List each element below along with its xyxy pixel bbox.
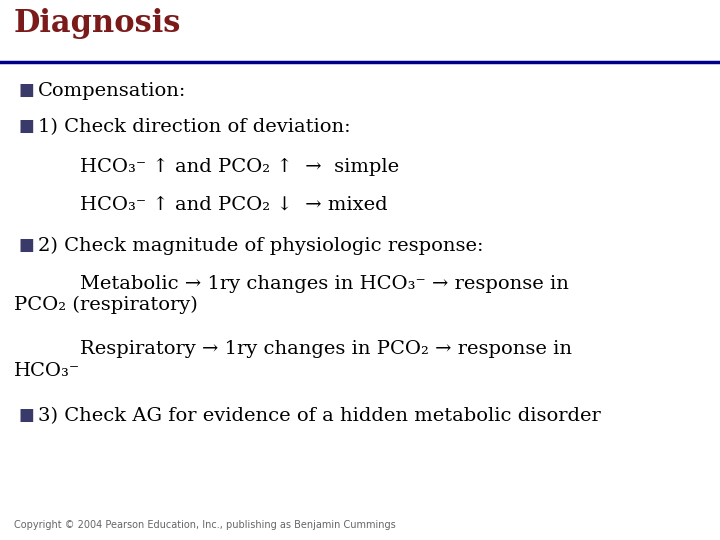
Text: ■: ■ — [18, 82, 34, 99]
Text: ■: ■ — [18, 237, 34, 254]
Text: HCO₃⁻ ↑ and PCO₂ ↓  → mixed: HCO₃⁻ ↑ and PCO₂ ↓ → mixed — [80, 196, 387, 214]
Text: ■: ■ — [18, 407, 34, 424]
Text: HCO₃⁻: HCO₃⁻ — [14, 362, 80, 380]
Text: Compensation:: Compensation: — [38, 82, 186, 100]
Text: HCO₃⁻ ↑ and PCO₂ ↑  →  simple: HCO₃⁻ ↑ and PCO₂ ↑ → simple — [80, 158, 399, 176]
Text: 2) Check magnitude of physiologic response:: 2) Check magnitude of physiologic respon… — [38, 237, 484, 255]
Text: 3) Check AG for evidence of a hidden metabolic disorder: 3) Check AG for evidence of a hidden met… — [38, 407, 600, 425]
Text: Respiratory → 1ry changes in PCO₂ → response in: Respiratory → 1ry changes in PCO₂ → resp… — [80, 340, 572, 358]
Text: PCO₂ (respiratory): PCO₂ (respiratory) — [14, 296, 198, 314]
Text: Metabolic → 1ry changes in HCO₃⁻ → response in: Metabolic → 1ry changes in HCO₃⁻ → respo… — [80, 275, 569, 293]
Text: Copyright © 2004 Pearson Education, Inc., publishing as Benjamin Cummings: Copyright © 2004 Pearson Education, Inc.… — [14, 520, 396, 530]
Text: Diagnosis: Diagnosis — [14, 8, 181, 39]
Text: ■: ■ — [18, 118, 34, 135]
Text: 1) Check direction of deviation:: 1) Check direction of deviation: — [38, 118, 351, 136]
